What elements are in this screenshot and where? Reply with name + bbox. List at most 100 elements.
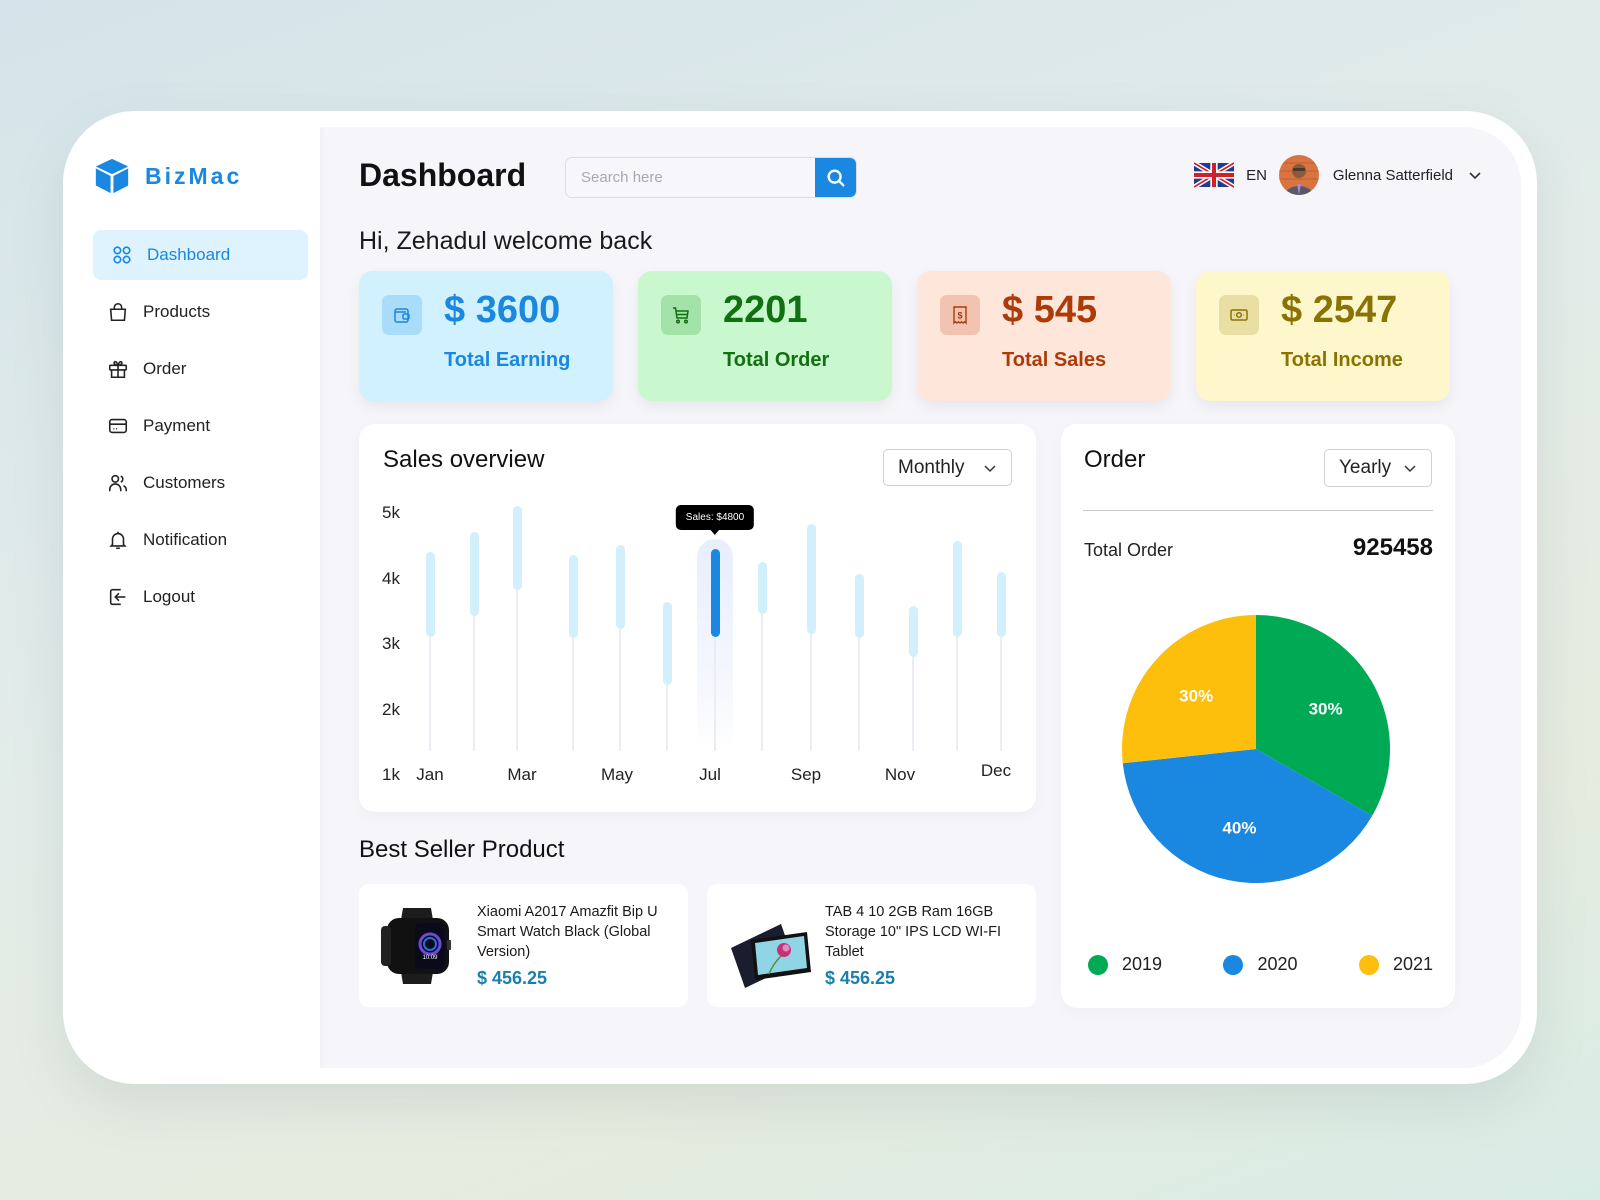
sales-bar-sep[interactable]: [806, 523, 816, 634]
divider: [1083, 510, 1433, 511]
column-guide-line: [429, 637, 431, 751]
sales-bar-feb[interactable]: [469, 532, 479, 617]
search-input[interactable]: [566, 158, 815, 197]
sales-bar-mar[interactable]: [512, 506, 522, 590]
sales-overview-title: Sales overview: [383, 446, 545, 473]
column-guide-line: [666, 684, 668, 751]
column-guide-line: [619, 628, 621, 751]
stat-card-total-order[interactable]: 2201 Total Order: [638, 271, 892, 401]
sidebar: BizMac Dashboard Products: [79, 127, 320, 1068]
x-axis-label: Dec: [980, 761, 1012, 780]
best-seller-title: Best Seller Product: [359, 836, 565, 863]
sales-bar-aug[interactable]: [757, 562, 767, 614]
sales-bar-jan[interactable]: [425, 551, 435, 638]
logo[interactable]: BizMac: [93, 157, 242, 195]
column-guide-line: [1000, 637, 1002, 751]
sales-bar-dec[interactable]: [952, 540, 962, 638]
sales-period-dropdown[interactable]: Monthly: [883, 449, 1012, 486]
pie-slice-2020[interactable]: [1122, 749, 1373, 883]
sidebar-item-order[interactable]: Order: [93, 344, 308, 394]
stat-icon-wrap: [382, 295, 422, 335]
column-guide-line: [714, 637, 716, 751]
stat-cards: $ 3600 Total Earning 2201 Total Order: [359, 271, 1450, 401]
uk-flag-icon[interactable]: [1194, 162, 1235, 188]
stat-card-total-earning[interactable]: $ 3600 Total Earning: [359, 271, 613, 401]
avatar[interactable]: [1278, 155, 1319, 195]
y-axis-label: 3k: [382, 634, 400, 653]
legend-label: 2019: [1122, 954, 1163, 974]
product-card[interactable]: TAB 4 10 2GB Ram 16GB Storage 10" IPS LC…: [707, 884, 1036, 1007]
product-card[interactable]: 10:09 Xiaomi A2017 Amazfit Bip U Smart W…: [359, 884, 688, 1007]
legend-item-2020[interactable]: 2020: [1223, 954, 1298, 975]
order-panel: Order Yearly Total Order 925458 30% 40% 30…: [1061, 424, 1455, 1008]
x-axis-label: Sep: [790, 765, 822, 784]
receipt-icon: $: [953, 306, 967, 325]
sales-bar-apr[interactable]: [568, 555, 578, 639]
legend-label: 2021: [1392, 954, 1433, 974]
chevron-down-icon: [1404, 465, 1416, 473]
sidebar-item-label: Dashboard: [147, 245, 231, 264]
stat-value: $ 2547: [1281, 289, 1398, 331]
sales-bar-oct[interactable]: [854, 573, 864, 639]
pie-slice-2021[interactable]: [1122, 615, 1256, 764]
sidebar-item-customers[interactable]: Customers: [93, 458, 308, 508]
sidebar-item-products[interactable]: Products: [93, 287, 308, 337]
product-name: TAB 4 10 2GB Ram 16GB Storage 10" IPS LC…: [825, 904, 1001, 960]
search-icon: [826, 168, 845, 187]
stat-value: $ 3600: [444, 289, 561, 331]
sidebar-item-label: Order: [143, 359, 187, 378]
column-guide-line: [810, 633, 812, 751]
stat-label: Total Income: [1281, 349, 1403, 371]
cart-icon: [673, 307, 689, 324]
sidebar-item-logout[interactable]: Logout: [93, 572, 308, 622]
sales-bar-dec[interactable]: [996, 571, 1006, 638]
legend-item-2019[interactable]: 2019: [1088, 954, 1162, 975]
sidebar-item-label: Products: [143, 302, 211, 321]
users-icon: [108, 474, 128, 492]
column-guide-line: [858, 638, 860, 751]
legend-dot-icon: [1088, 954, 1108, 975]
sidebar-item-payment[interactable]: Payment: [93, 401, 308, 451]
sidebar-item-notification[interactable]: Notification: [93, 515, 308, 565]
pie-slice-label: 30%: [1179, 686, 1213, 705]
stat-label: Total Earning: [444, 349, 571, 371]
header-actions: EN Glenna Satterfield: [1194, 155, 1483, 195]
sales-bar-jul[interactable]: [710, 548, 720, 638]
x-axis-label: Jul: [699, 765, 721, 784]
stat-card-total-income[interactable]: $ 2547 Total Income: [1196, 271, 1450, 401]
y-axis-label: 1k: [382, 765, 400, 784]
stat-card-total-sales[interactable]: $ $ 545 Total Sales: [917, 271, 1171, 401]
legend-dot-icon: [1223, 954, 1244, 975]
stat-label: Total Sales: [1002, 349, 1107, 371]
pie-slice-2019[interactable]: [1256, 615, 1390, 816]
stat-icon-wrap: [661, 295, 701, 335]
product-price: $ 456.25: [477, 968, 548, 988]
page-title: Dashboard: [359, 157, 527, 193]
language-selector[interactable]: EN: [1246, 166, 1267, 184]
legend-dot-icon: [1358, 954, 1379, 975]
pie-slice-label: 40%: [1222, 819, 1256, 838]
column-guide-line: [516, 589, 518, 751]
search-button[interactable]: [815, 158, 856, 197]
user-photo-icon: [1278, 155, 1319, 195]
sales-bar-may[interactable]: [615, 544, 625, 629]
brand-name: BizMac: [145, 162, 243, 189]
sales-bar-nov[interactable]: [908, 606, 918, 658]
order-period-dropdown[interactable]: Yearly: [1324, 449, 1432, 487]
wallet-icon: [394, 308, 410, 323]
svg-text:$: $: [957, 311, 962, 321]
legend-item-2021[interactable]: 2021: [1358, 954, 1433, 975]
app-screen: BizMac Dashboard Products: [79, 127, 1521, 1068]
pie-slice-label: 30%: [1309, 700, 1343, 719]
product-name: Xiaomi A2017 Amazfit Bip U Smart Watch B…: [477, 904, 658, 960]
sales-bar-jun[interactable]: [662, 601, 672, 685]
y-axis-label: 2k: [382, 699, 400, 719]
chevron-down-icon[interactable]: [1467, 167, 1483, 183]
x-axis-label: Mar: [507, 765, 537, 784]
sidebar-item-label: Payment: [143, 416, 211, 435]
total-order-value: 925458: [1352, 534, 1433, 561]
chevron-down-icon: [984, 464, 996, 472]
sidebar-item-dashboard[interactable]: Dashboard: [93, 230, 308, 280]
user-name[interactable]: Glenna Satterfield: [1332, 166, 1453, 184]
pie-legend: 2019 2020 2021: [1088, 954, 1433, 975]
